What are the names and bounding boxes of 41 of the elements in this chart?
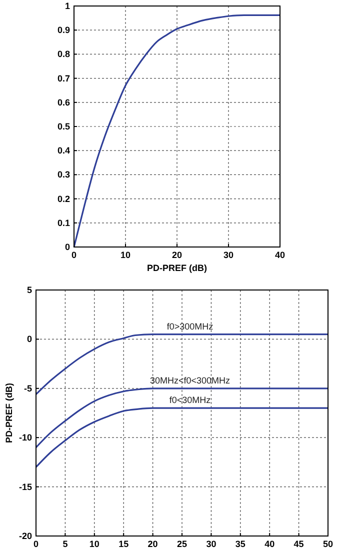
y-tick-label: -10	[18, 432, 32, 443]
x-tick-label: 0	[33, 539, 39, 549]
y-tick-label: 0	[64, 242, 70, 252]
x-tick-label: 10	[120, 250, 131, 260]
y-tick-label: 0.3	[57, 170, 70, 180]
x-tick-label: 45	[294, 539, 304, 549]
y-tick-label: 0.9	[57, 25, 70, 36]
y-tick-label: -5	[24, 383, 32, 394]
x-tick-label: 30	[206, 539, 216, 549]
y-tick-label: 0	[26, 334, 32, 344]
y-tick-label: 0.4	[57, 146, 70, 156]
y-tick-label: 0.5	[57, 122, 70, 132]
y-tick-label: -20	[18, 531, 32, 541]
x-tick-label: 50	[322, 539, 334, 549]
x-tick-label: 20	[148, 539, 158, 549]
series-label: 30MHz<f0<300MHz	[150, 375, 231, 386]
series-label: f0<30MHz	[169, 395, 212, 406]
line-series	[35, 407, 329, 468]
y-axis-title: PD-PREF (dB)	[4, 383, 14, 443]
y-tick-label: -15	[18, 482, 32, 492]
y-tick-label: 5	[26, 285, 32, 295]
x-tick-label: 0	[71, 250, 77, 260]
y-tick-label: 1	[64, 1, 70, 11]
x-axis-title: PD-PREF (dB)	[147, 263, 207, 273]
line-series	[35, 333, 329, 396]
y-tick-label: 0.6	[57, 97, 70, 108]
line-series	[35, 388, 329, 448]
x-tick-label: 40	[264, 539, 275, 549]
x-tick-label: 10	[89, 539, 100, 549]
x-tick-label: 40	[274, 250, 286, 260]
x-tick-label: 25	[176, 539, 188, 549]
y-tick-label: 0.2	[57, 194, 70, 204]
series-label: f0>300MHz	[166, 321, 214, 332]
y-tick-label: 0.7	[57, 73, 70, 84]
y-tick-label: 0.8	[57, 49, 70, 60]
x-tick-label: 35	[235, 539, 246, 549]
line-series	[73, 14, 281, 248]
x-tick-label: 30	[223, 250, 234, 260]
x-tick-label: 20	[172, 250, 182, 260]
y-tick-label: 0.1	[57, 218, 70, 228]
x-tick-label: 15	[118, 539, 129, 549]
